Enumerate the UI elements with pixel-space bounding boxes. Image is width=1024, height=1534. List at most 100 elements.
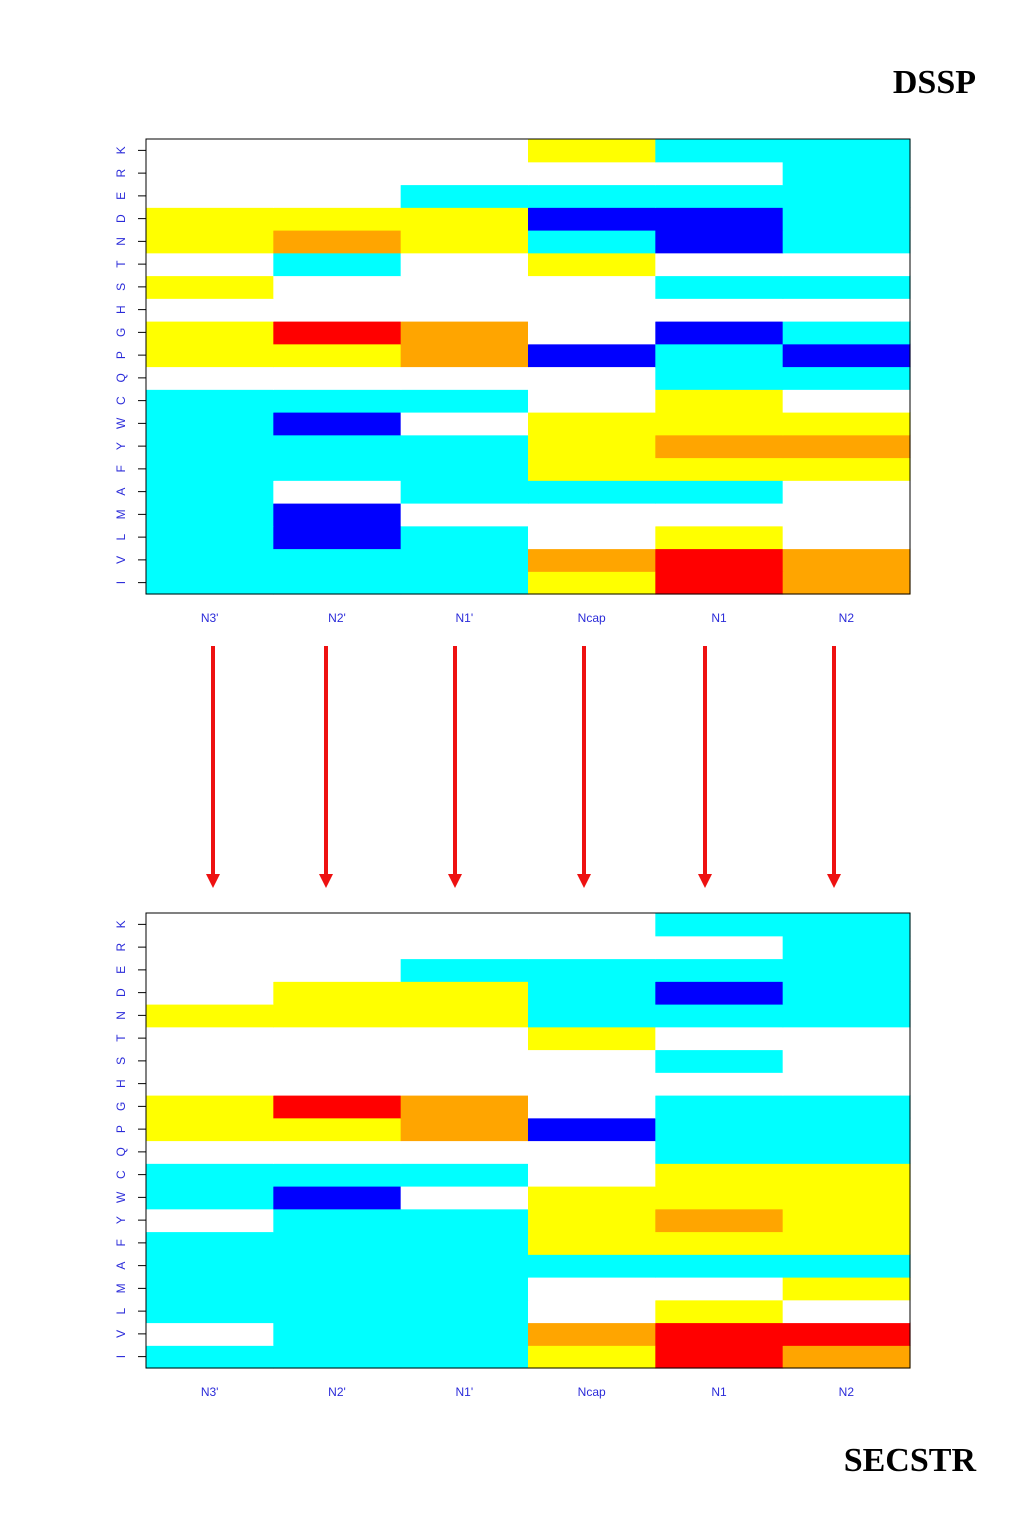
heatmap-cell-E-2 (400, 184, 529, 208)
heatmap-cell-K-5 (782, 913, 911, 937)
heatmap-cell-T-5 (782, 1026, 911, 1051)
heatmap-cell-D-4 (655, 981, 784, 1005)
heatmap-cell-R-5 (782, 935, 911, 960)
heatmap-cell-R-3 (528, 161, 656, 186)
heatmap-cell-C-1 (273, 1163, 402, 1187)
heatmap-cell-E-4 (655, 958, 784, 982)
heatmap-cell-Q-5 (782, 1140, 911, 1164)
y-tick-label: V (114, 556, 128, 564)
heatmap-cell-N-5 (782, 1004, 911, 1028)
heatmap-cell-E-1 (273, 958, 402, 982)
heatmap-cell-R-0 (146, 935, 274, 960)
heatmap-cell-F-4 (655, 457, 784, 481)
heatmap-cell-G-3 (528, 321, 656, 345)
y-tick-label: D (114, 214, 128, 223)
heatmap-cell-H-1 (273, 298, 402, 322)
y-tick-label: Q (114, 373, 128, 382)
y-tick-label: D (114, 988, 128, 997)
heatmap-cell-E-3 (528, 184, 656, 208)
heatmap-cell-K-4 (655, 139, 784, 163)
heatmap-cell-D-3 (528, 207, 656, 231)
heatmap-cell-M-5 (782, 1277, 911, 1301)
heatmap-cell-C-0 (146, 1163, 274, 1187)
heatmap-cell-D-0 (146, 207, 274, 231)
heatmap-cell-F-1 (273, 457, 402, 481)
heatmap-cell-D-2 (400, 981, 529, 1005)
heatmap-cell-Q-0 (146, 366, 274, 390)
heatmap-cell-I-4 (655, 571, 784, 595)
heatmap-cell-N-3 (528, 1004, 656, 1028)
y-tick-label: N (114, 1011, 128, 1020)
heatmap-cell-V-2 (400, 1322, 529, 1346)
y-tick-label: K (114, 920, 128, 928)
heatmap-cell-V-5 (782, 548, 911, 572)
heatmap-cell-A-4 (655, 480, 784, 504)
heatmap-cell-C-2 (400, 389, 529, 413)
x-tick-label: N3' (201, 611, 219, 625)
arrow-head-icon (206, 874, 220, 888)
heatmap-cell-N-3 (528, 230, 656, 254)
heatmap-cell-V-4 (655, 548, 784, 572)
heatmap-cell-D-2 (400, 207, 529, 231)
heatmap-cell-F-3 (528, 1231, 656, 1255)
heatmap-cell-F-4 (655, 1231, 784, 1255)
heatmap-cell-L-3 (528, 1299, 656, 1324)
y-tick-label: Y (114, 442, 128, 450)
heatmap-cell-P-5 (782, 1117, 911, 1142)
y-tick-label: S (114, 1057, 128, 1065)
heatmap-cell-P-0 (146, 343, 274, 368)
plot-frame (145, 912, 911, 1369)
heatmap-cell-D-5 (782, 981, 911, 1005)
heatmap-cell-I-0 (146, 571, 274, 595)
heatmap-cell-Q-3 (528, 366, 656, 390)
y-tick-label: T (114, 1034, 128, 1042)
y-tick-label: H (114, 305, 128, 314)
heatmap-cell-Y-5 (782, 1208, 911, 1233)
heatmap-cell-F-5 (782, 1231, 911, 1255)
heatmap-cell-A-3 (528, 480, 656, 504)
heatmap-cell-Q-5 (782, 366, 911, 390)
heatmap-cell-W-5 (782, 412, 911, 436)
heatmap-cell-P-1 (273, 1117, 402, 1142)
heatmap-cell-E-4 (655, 184, 784, 208)
heatmap-cell-V-3 (528, 548, 656, 572)
heatmap-cell-G-3 (528, 1095, 656, 1119)
heatmap-cell-L-2 (400, 1299, 529, 1324)
y-tick-label: R (114, 168, 128, 177)
y-tick-label: Q (114, 1147, 128, 1156)
heatmap-cell-E-0 (146, 958, 274, 982)
heatmap-cell-W-2 (400, 412, 529, 436)
x-tick-label: N1 (711, 1385, 727, 1399)
x-tick-label: N1' (456, 1385, 474, 1399)
heatmap-cell-P-3 (528, 343, 656, 368)
heatmap-cell-K-5 (782, 139, 911, 163)
y-tick-label: M (114, 1283, 128, 1293)
heatmap-cell-P-2 (400, 343, 529, 368)
heatmap-cell-Y-4 (655, 434, 784, 459)
heatmap-cell-D-0 (146, 981, 274, 1005)
y-tick-label: T (114, 260, 128, 268)
heatmap-cell-W-4 (655, 412, 784, 436)
heatmap-cell-A-2 (400, 480, 529, 504)
y-tick-label: R (114, 942, 128, 951)
heatmap-cell-A-0 (146, 1254, 274, 1278)
heatmap-cell-H-5 (782, 1072, 911, 1096)
heatmap-cell-L-1 (273, 525, 402, 550)
heatmap-cell-V-1 (273, 1322, 402, 1346)
y-tick-label: S (114, 283, 128, 291)
heatmap-cell-V-4 (655, 1322, 784, 1346)
heatmap-cell-V-3 (528, 1322, 656, 1346)
heatmap-cell-F-2 (400, 457, 529, 481)
heatmap-cell-Q-4 (655, 366, 784, 390)
heatmap-cell-V-5 (782, 1322, 911, 1346)
heatmap-cell-M-4 (655, 503, 784, 527)
heatmap-cell-M-0 (146, 1277, 274, 1301)
heatmap-cell-G-4 (655, 1095, 784, 1119)
x-tick-label: N2' (328, 611, 346, 625)
heatmap-cell-C-3 (528, 1163, 656, 1187)
heatmap-cell-R-2 (400, 161, 529, 186)
heatmap-cell-H-1 (273, 1072, 402, 1096)
heatmap-cell-Y-2 (400, 1208, 529, 1233)
heatmap-cell-T-5 (782, 252, 911, 277)
